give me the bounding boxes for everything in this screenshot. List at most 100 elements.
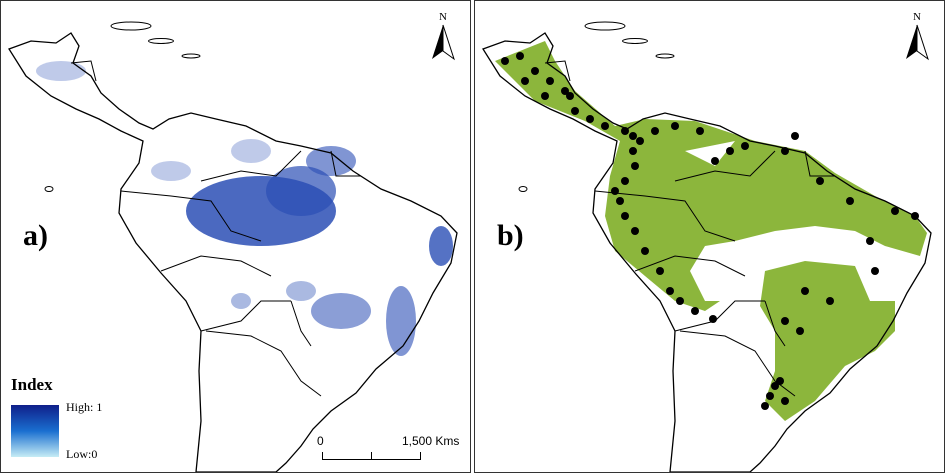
occurrence-point xyxy=(771,382,779,390)
occurrence-point xyxy=(816,177,824,185)
occurrence-point xyxy=(781,317,789,325)
legend-title: Index xyxy=(11,375,53,394)
panel-label: b) xyxy=(497,219,524,252)
occurrence-point xyxy=(766,392,774,400)
occurrence-point xyxy=(666,287,674,295)
occurrence-point xyxy=(629,147,637,155)
occurrence-point xyxy=(531,67,539,75)
index-patch xyxy=(231,139,271,163)
index-patch xyxy=(286,281,316,301)
country-border xyxy=(674,300,765,332)
occurrence-point xyxy=(846,197,854,205)
country-border xyxy=(330,150,361,177)
occurrence-point xyxy=(791,132,799,140)
north-arrow-icon: N xyxy=(428,11,458,66)
north-label: N xyxy=(439,11,447,23)
island xyxy=(622,38,648,44)
country-border xyxy=(634,255,746,277)
occurrence-point xyxy=(546,77,554,85)
country-border xyxy=(764,300,786,347)
occurrence-point xyxy=(866,237,874,245)
occurrence-point xyxy=(501,57,509,65)
scale-bar-line xyxy=(322,452,421,460)
map-b xyxy=(482,21,932,472)
country-border xyxy=(290,300,312,347)
island xyxy=(181,53,201,59)
map-a xyxy=(8,21,458,472)
occurrence-point xyxy=(656,267,664,275)
occurrence-point xyxy=(621,127,629,135)
legend-high: High: 1 xyxy=(66,400,103,414)
index-patch xyxy=(386,286,416,356)
index-patch xyxy=(36,61,86,81)
index-patch xyxy=(429,226,453,266)
occurrence-point xyxy=(516,52,524,60)
country-border xyxy=(200,150,302,182)
occurrence-point xyxy=(601,122,609,130)
occurrence-point xyxy=(561,87,569,95)
panel-label: a) xyxy=(23,219,48,252)
occurrence-point xyxy=(741,142,749,150)
island xyxy=(44,186,54,192)
occurrence-point xyxy=(586,115,594,123)
occurrence-point xyxy=(631,227,639,235)
occurrence-point xyxy=(761,402,769,410)
range-area-north xyxy=(495,41,927,311)
country-border xyxy=(200,300,291,332)
scale-start: 0 xyxy=(317,434,324,448)
range-gap xyxy=(685,141,735,166)
occurrence-point xyxy=(801,287,809,295)
scale-end: 1,500 Kms xyxy=(402,434,460,448)
occurrence-point xyxy=(521,77,529,85)
range-layer xyxy=(495,41,927,421)
occurrence-point xyxy=(651,127,659,135)
island xyxy=(110,21,152,31)
occurrence-point xyxy=(696,127,704,135)
panel-a-index-map: a) N Index High: 1 Low:0 0 1,500 Kms xyxy=(0,0,471,473)
occurrence-point xyxy=(796,327,804,335)
suitability-index-layer xyxy=(36,61,453,356)
country-border xyxy=(674,150,776,182)
occurrence-point xyxy=(636,137,644,145)
country-border xyxy=(804,150,835,177)
occurrence-point xyxy=(571,107,579,115)
occurrence-point xyxy=(911,212,919,220)
north-label: N xyxy=(913,11,921,23)
occurrence-point xyxy=(641,247,649,255)
occurrence-points xyxy=(501,52,919,410)
index-patch xyxy=(151,161,191,181)
occurrence-point xyxy=(631,162,639,170)
occurrence-point xyxy=(541,92,549,100)
country-border xyxy=(160,255,272,277)
country-outlines xyxy=(8,21,458,472)
occurrence-point xyxy=(776,377,784,385)
coastline xyxy=(482,32,932,472)
range-area-south xyxy=(760,261,895,421)
island xyxy=(518,186,528,192)
legend-color-ramp xyxy=(11,405,59,457)
scale-bar: 0 1,500 Kms xyxy=(317,434,470,468)
country-border xyxy=(205,330,322,397)
occurrence-point xyxy=(691,307,699,315)
country-border xyxy=(544,60,571,82)
occurrence-point xyxy=(621,177,629,185)
index-patch xyxy=(266,166,336,216)
occurrence-point xyxy=(671,122,679,130)
occurrence-point xyxy=(621,212,629,220)
occurrence-point xyxy=(826,297,834,305)
country-border xyxy=(679,330,796,397)
occurrence-point xyxy=(871,267,879,275)
country-border xyxy=(594,190,736,242)
occurrence-point xyxy=(709,315,717,323)
occurrence-point xyxy=(611,187,619,195)
island xyxy=(148,38,174,44)
occurrence-point xyxy=(781,147,789,155)
legend-low: Low:0 xyxy=(66,447,98,461)
occurrence-point xyxy=(566,92,574,100)
index-patch xyxy=(311,293,371,329)
country-border xyxy=(70,60,97,82)
country-outlines xyxy=(482,21,932,472)
country-border xyxy=(120,190,262,242)
island xyxy=(584,21,626,31)
north-arrow-icon: N xyxy=(902,11,932,66)
